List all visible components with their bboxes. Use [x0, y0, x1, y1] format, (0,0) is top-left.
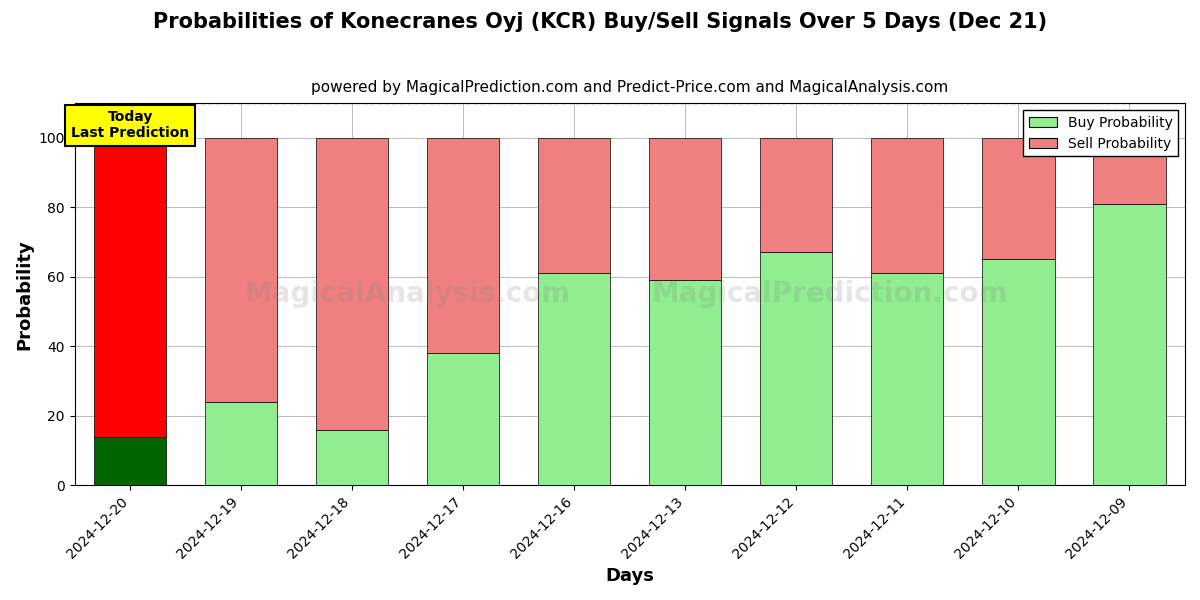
Bar: [316, 430, 389, 485]
Bar: [94, 138, 167, 437]
Title: powered by MagicalPrediction.com and Predict-Price.com and MagicalAnalysis.com: powered by MagicalPrediction.com and Pre…: [311, 80, 948, 95]
Bar: [983, 259, 1055, 485]
Text: MagicalPrediction.com: MagicalPrediction.com: [652, 280, 1008, 308]
Bar: [94, 437, 167, 485]
Bar: [539, 273, 611, 485]
Text: MagicalAnalysis.com: MagicalAnalysis.com: [245, 280, 571, 308]
Bar: [205, 138, 277, 402]
Bar: [649, 280, 721, 485]
Text: Today
Last Prediction: Today Last Prediction: [71, 110, 190, 140]
Text: Probabilities of Konecranes Oyj (KCR) Buy/Sell Signals Over 5 Days (Dec 21): Probabilities of Konecranes Oyj (KCR) Bu…: [152, 12, 1048, 32]
Bar: [761, 253, 833, 485]
Bar: [983, 138, 1055, 259]
Bar: [871, 273, 943, 485]
X-axis label: Days: Days: [605, 567, 654, 585]
Bar: [649, 138, 721, 280]
Bar: [1093, 204, 1165, 485]
Bar: [871, 138, 943, 273]
Bar: [761, 138, 833, 253]
Bar: [427, 138, 499, 353]
Y-axis label: Probability: Probability: [16, 239, 34, 350]
Bar: [1093, 138, 1165, 204]
Bar: [427, 353, 499, 485]
Bar: [316, 138, 389, 430]
Bar: [539, 138, 611, 273]
Bar: [205, 402, 277, 485]
Legend: Buy Probability, Sell Probability: Buy Probability, Sell Probability: [1024, 110, 1178, 156]
